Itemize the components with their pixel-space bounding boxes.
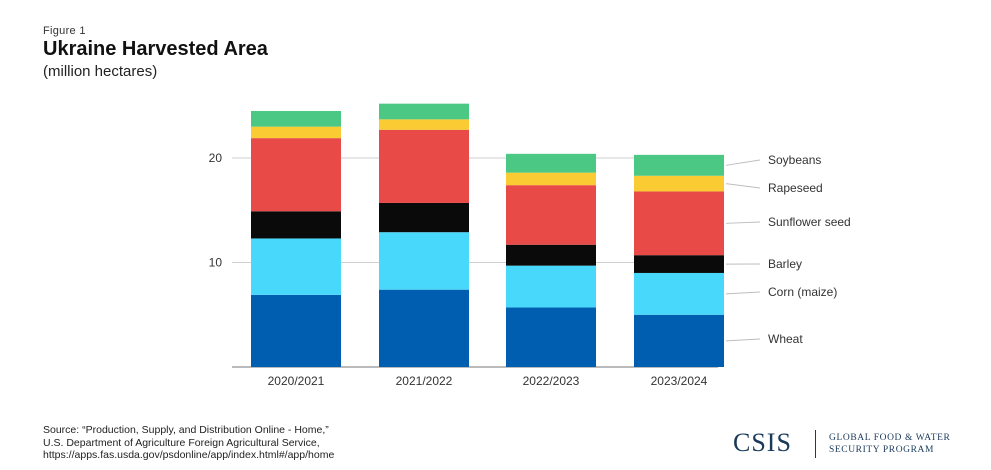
program-name-line-1: GLOBAL FOOD & WATER bbox=[829, 433, 951, 443]
bar-2023-2024-barley bbox=[634, 255, 724, 273]
bar-2022-2023-wheat bbox=[506, 307, 596, 367]
bar-2020-2021-soybeans bbox=[251, 110, 341, 127]
bar-2021-2022-wheat bbox=[379, 289, 469, 367]
series-label-rapeseed: Rapeseed bbox=[768, 181, 823, 195]
bar-2021-2022-barley bbox=[379, 202, 469, 233]
source-line-2: U.S. Department of Agriculture Foreign A… bbox=[43, 436, 320, 449]
y-tick-label-10: 10 bbox=[209, 256, 223, 270]
series-leader-rapeseed bbox=[725, 183, 761, 189]
bar-2023-2024-rapeseed bbox=[634, 175, 724, 192]
bar-2020-2021-barley bbox=[251, 211, 341, 239]
bar-2020-2021-sunflower-seed bbox=[251, 138, 341, 212]
bar-2022-2023-rapeseed bbox=[506, 172, 596, 186]
x-tick-label-2023-2024: 2023/2024 bbox=[651, 374, 708, 388]
bar-2021-2022-corn-maize- bbox=[379, 232, 469, 290]
series-label-soybeans: Soybeans bbox=[768, 153, 821, 167]
source-line-3: https://apps.fas.usda.gov/psdonline/app/… bbox=[43, 449, 335, 461]
bar-2022-2023-corn-maize- bbox=[506, 265, 596, 308]
csis-logo: CSIS bbox=[733, 428, 792, 457]
bar-2020-2021-wheat bbox=[251, 294, 341, 367]
chart-subtitle: (million hectares) bbox=[43, 63, 158, 80]
x-tick-label-2021-2022: 2021/2022 bbox=[396, 374, 453, 388]
stacked-bar-chart: 10 20 2020/2021 2021/2022 2022/2023 2023/2024… bbox=[209, 103, 851, 388]
series-label-sunflower-seed: Sunflower seed bbox=[768, 215, 851, 229]
bar-2022-2023-sunflower-seed bbox=[506, 185, 596, 245]
bar-2023-2024-wheat bbox=[634, 314, 724, 367]
chart-title: Ukraine Harvested Area bbox=[43, 38, 268, 60]
source-note: Source: “Production, Supply, and Distrib… bbox=[43, 424, 334, 462]
bar-2020-2021-corn-maize- bbox=[251, 238, 341, 295]
figure-label: Figure 1 bbox=[43, 25, 86, 37]
bar-2021-2022-soybeans bbox=[379, 103, 469, 120]
series-leader-sunflower-seed bbox=[725, 221, 761, 224]
program-name-line-2: SECURITY PROGRAM bbox=[829, 445, 935, 455]
bar-2023-2024-corn-maize- bbox=[634, 272, 724, 315]
bar-2023-2024-sunflower-seed bbox=[634, 191, 724, 256]
bar-2022-2023-barley bbox=[506, 244, 596, 266]
program-name: GLOBAL FOOD & WATER SECURITY PROGRAM bbox=[829, 432, 950, 456]
source-line-1: Source: “Production, Supply, and Distrib… bbox=[43, 424, 329, 436]
logo-divider bbox=[815, 430, 816, 458]
series-label-corn-maize-: Corn (maize) bbox=[768, 285, 837, 299]
bar-2022-2023-soybeans bbox=[506, 153, 596, 173]
series-label-barley: Barley bbox=[768, 257, 802, 271]
series-leader-wheat bbox=[725, 338, 761, 342]
bar-2020-2021-rapeseed bbox=[251, 126, 341, 139]
series-label-wheat: Wheat bbox=[768, 332, 803, 346]
bar-2021-2022-sunflower-seed bbox=[379, 129, 469, 203]
bar-2023-2024-soybeans bbox=[634, 154, 724, 176]
y-tick-label-20: 20 bbox=[209, 151, 223, 165]
x-tick-label-2020-2021: 2020/2021 bbox=[268, 374, 325, 388]
x-tick-label-2022-2023: 2022/2023 bbox=[523, 374, 580, 388]
bar-2021-2022-rapeseed bbox=[379, 119, 469, 130]
series-leader-soybeans bbox=[725, 159, 761, 166]
series-leader-corn-maize- bbox=[725, 291, 761, 295]
